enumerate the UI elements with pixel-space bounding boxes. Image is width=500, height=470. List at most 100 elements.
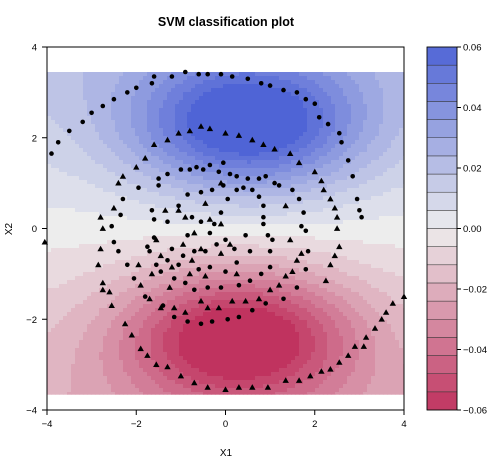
surface-cell [119,336,124,341]
surface-cell [155,300,160,305]
surface-cell [195,88,200,93]
surface-cell [191,208,196,213]
surface-cell [187,116,192,121]
surface-cell [139,324,144,329]
surface-cell [83,104,88,109]
surface-cell [63,124,68,129]
surface-cell [51,96,56,101]
surface-cell [151,304,156,309]
surface-cell [163,204,168,209]
surface-cell [203,328,208,333]
surface-cell [271,248,276,253]
surface-cell [271,84,276,89]
surface-cell [91,188,96,193]
surface-cell [91,100,96,105]
surface-cell [143,332,148,337]
surface-cell [195,104,200,109]
surface-cell [55,204,60,209]
surface-cell [95,208,100,213]
surface-cell [215,272,220,277]
surface-cell [163,308,168,313]
surface-cell [187,264,192,269]
surface-cell [275,320,280,325]
surface-cell [71,128,76,133]
surface-cell [59,308,64,313]
surface-cell [203,232,208,237]
surface-cell [263,352,268,357]
surface-cell [127,164,132,169]
surface-cell [279,136,284,141]
surface-cell [183,364,188,369]
surface-cell [215,204,220,209]
surface-cell [163,160,168,165]
surface-cell [187,332,192,337]
surface-cell [163,240,168,245]
surface-cell [215,136,220,141]
surface-cell [163,164,168,169]
surface-cell [215,120,220,125]
surface-cell [163,200,168,205]
surface-cell [167,204,172,209]
surface-cell [71,384,76,389]
surface-cell [71,236,76,241]
surface-cell [79,284,84,289]
surface-cell [87,232,92,237]
surface-cell [239,80,244,85]
surface-cell [91,212,96,217]
surface-cell [115,192,120,197]
surface-cell [219,344,224,349]
surface-cell [103,156,108,161]
surface-cell [143,128,148,133]
surface-cell [271,328,276,333]
surface-cell [287,240,292,245]
surface-cell [203,112,208,117]
surface-cell [287,276,292,281]
surface-cell [251,312,256,317]
surface-cell [283,252,288,257]
surface-cell [87,172,92,177]
surface-cell [95,172,100,177]
surface-cell [87,184,92,189]
surface-cell [163,80,168,85]
surface-cell [279,200,284,205]
surface-cell [75,372,80,377]
surface-cell [71,192,76,197]
surface-cell [167,272,172,277]
surface-cell [267,312,272,317]
surface-cell [279,248,284,253]
surface-cell [147,300,152,305]
surface-cell [99,392,104,395]
surface-cell [51,380,56,385]
surface-cell [243,84,248,89]
surface-cell [231,116,236,121]
surface-cell [107,100,112,105]
surface-cell [187,124,192,129]
surface-cell [103,76,108,81]
surface-cell [115,264,120,269]
surface-cell [259,348,264,353]
surface-cell [191,328,196,333]
surface-cell [199,216,204,221]
surface-cell [71,292,76,297]
surface-cell [215,188,220,193]
surface-cell [147,188,152,193]
surface-cell [87,236,92,241]
surface-cell [171,84,176,89]
surface-cell [75,144,80,149]
surface-cell [143,88,148,93]
surface-cell [179,100,184,105]
surface-cell [167,340,172,345]
surface-cell [291,80,296,85]
surface-cell [151,300,156,305]
surface-cell [279,360,284,365]
surface-cell [139,272,144,277]
surface-cell [111,80,116,85]
surface-cell [267,116,272,121]
surface-cell [255,384,260,389]
surface-cell [235,376,240,381]
surface-cell [107,264,112,269]
surface-cell [91,372,96,377]
surface-cell [79,280,84,285]
surface-cell [195,144,200,149]
surface-cell [215,288,220,293]
